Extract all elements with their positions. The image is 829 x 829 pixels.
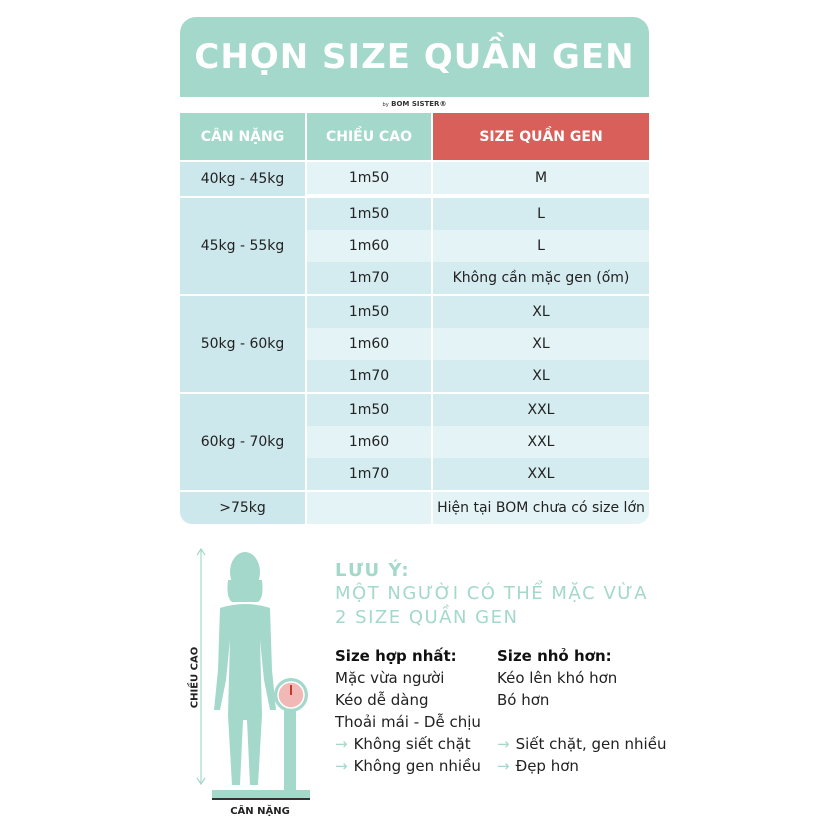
weight-cell: >75kg — [180, 492, 305, 524]
height-cell: 1m60 — [307, 426, 431, 458]
note-title: LƯU Ý: — [335, 560, 411, 581]
arrow-item: → Đẹp hơn — [497, 755, 666, 777]
note-item: Thoải mái - Dễ chịu — [335, 713, 481, 731]
height-arrow-icon — [196, 547, 206, 786]
weight-label: CÂN NẶNG — [230, 806, 290, 817]
arrow-right-icon: → — [335, 757, 348, 775]
arrow-item-text: Không siết chặt — [353, 735, 471, 753]
smaller-size-column: Size nhỏ hơn: Kéo lên khó hơn Bó hơn → Siết… — [497, 645, 666, 777]
weight-cell: 60kg - 70kg — [180, 394, 305, 490]
scale-icon — [212, 678, 310, 800]
height-label: CHIỀU CAO — [189, 646, 201, 709]
brand-name: BOM SISTER® — [391, 100, 447, 108]
height-cell: 1m70 — [307, 360, 431, 392]
weight-group: 60kg - 70kg 1m50 XXL 1m60 XXL 1m70 XXL — [180, 394, 649, 490]
height-cell: 1m70 — [307, 262, 431, 294]
page-title: CHỌN SIZE QUẦN GEN — [194, 37, 635, 77]
header-weight: CÂN NẶNG — [180, 113, 305, 160]
weight-group: >75kg Hiện tại BOM chưa có size lớn — [180, 492, 649, 524]
note-line-1: MỘT NGƯỜI CÓ THỂ MẶC VỪA — [335, 583, 649, 604]
note-item: Kéo lên khó hơn — [497, 669, 618, 687]
arrow-right-icon: → — [335, 735, 348, 753]
header-height: CHIỀU CAO — [307, 113, 431, 160]
size-cell: Không cần mặc gen (ốm) — [433, 262, 649, 294]
weight-group: 40kg - 45kg 1m50 M — [180, 162, 649, 196]
title-banner: CHỌN SIZE QUẦN GEN — [180, 17, 649, 97]
size-cell: XXL — [433, 394, 649, 426]
height-cell: 1m50 — [307, 162, 431, 194]
size-cell: Hiện tại BOM chưa có size lớn — [433, 492, 649, 524]
note-item: Mặc vừa người — [335, 669, 445, 687]
height-cell — [307, 492, 431, 524]
size-cell: M — [433, 162, 649, 194]
size-cell: L — [433, 198, 649, 230]
arrow-item: → Siết chặt, gen nhiều — [497, 733, 666, 755]
size-cell: XL — [433, 328, 649, 360]
column-heading: Size hợp nhất: — [335, 647, 457, 665]
arrow-right-icon: → — [497, 735, 510, 753]
size-cell: L — [433, 230, 649, 262]
weight-cell: 45kg - 55kg — [180, 198, 305, 294]
arrow-item-text: Không gen nhiều — [353, 757, 481, 775]
size-cell: XXL — [433, 458, 649, 490]
header-size: SIZE QUẦN GEN — [433, 113, 649, 160]
note-line-2: 2 SIZE QUẦN GEN — [335, 607, 519, 628]
arrow-item: → Không siết chặt — [335, 733, 481, 755]
weight-cell: 40kg - 45kg — [180, 162, 305, 196]
spacer — [497, 711, 666, 733]
weight-cell: 50kg - 60kg — [180, 296, 305, 392]
column-heading: Size nhỏ hơn: — [497, 647, 612, 665]
arrow-right-icon: → — [497, 757, 510, 775]
brand-byline: by BOM SISTER® — [382, 100, 447, 108]
note-item: Kéo dễ dàng — [335, 691, 429, 709]
woman-silhouette-icon — [214, 552, 276, 785]
weight-group: 45kg - 55kg 1m50 L 1m60 L 1m70 Không cần mặc g… — [180, 198, 649, 294]
size-cell: XL — [433, 360, 649, 392]
arrow-item-text: Siết chặt, gen nhiều — [515, 735, 667, 753]
height-cell: 1m50 — [307, 394, 431, 426]
size-cell: XL — [433, 296, 649, 328]
size-table: 40kg - 45kg 1m50 M 45kg - 55kg 1m50 L 1m60 L 1m7… — [180, 162, 649, 524]
arrow-item-text: Đẹp hơn — [515, 757, 579, 775]
note-item: Bó hơn — [497, 691, 550, 709]
height-cell: 1m70 — [307, 458, 431, 490]
height-cell: 1m50 — [307, 296, 431, 328]
best-size-column: Size hợp nhất: Mặc vừa người Kéo dễ dàng Th… — [335, 645, 481, 777]
arrow-item: → Không gen nhiều — [335, 755, 481, 777]
body-scale-illustration — [196, 547, 310, 800]
weight-group: 50kg - 60kg 1m50 XL 1m60 XL 1m70 XL — [180, 296, 649, 392]
height-cell: 1m60 — [307, 230, 431, 262]
height-cell: 1m50 — [307, 198, 431, 230]
height-cell: 1m60 — [307, 328, 431, 360]
size-cell: XXL — [433, 426, 649, 458]
